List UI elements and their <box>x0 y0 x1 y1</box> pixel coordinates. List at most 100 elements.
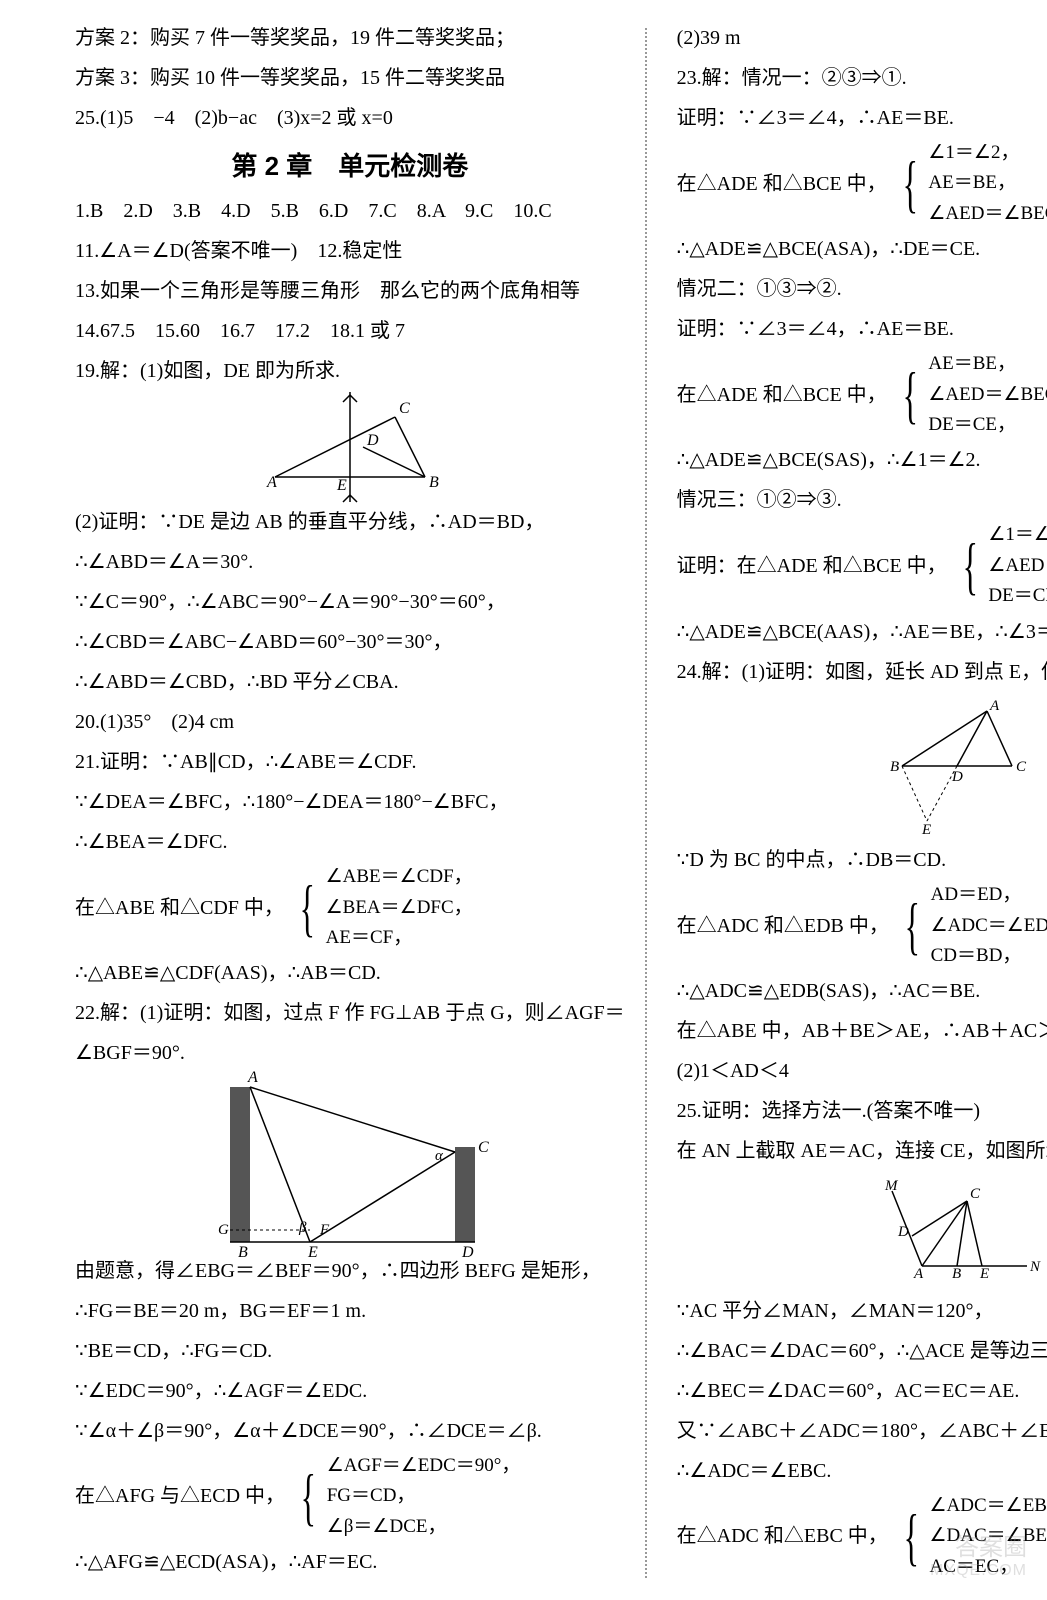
text-line: ∵∠α＋∠β＝90°，∠α＋∠DCE＝90°，∴∠DCE＝∠β. <box>75 1411 625 1451</box>
brace-block-23c: 证明：在△ADE 和△BCE 中， { ∠1＝∠2， ∠AED＝∠BEC， DE… <box>677 520 1047 611</box>
text-line: 14.67.5 15.60 16.7 17.2 18.1 或 7 <box>75 311 625 351</box>
text-line: 证明：∵∠3＝∠4，∴AE＝BE. <box>677 309 1047 349</box>
text-line: ∴∠BEC＝∠DAC＝60°，AC＝EC＝AE. <box>677 1371 1047 1411</box>
brace-prefix: 在△ADE 和△BCE 中， <box>677 164 887 204</box>
mc-answers: 1.B 2.D 3.B 4.D 5.B 6.D 7.C 8.A 9.C 10.C <box>75 191 625 231</box>
svg-text:α: α <box>435 1148 444 1164</box>
text-line: 25.(1)5 −4 (2)b−ac (3)x=2 或 x=0 <box>75 98 625 138</box>
svg-text:N: N <box>1029 1259 1041 1275</box>
text-line: ∴∠ADC＝∠EBC. <box>677 1451 1047 1491</box>
text-line: (2)1＜AD＜4 <box>677 1051 1047 1091</box>
brace-prefix: 在△ADC 和△EBC 中， <box>677 1516 888 1556</box>
brace-item: ∠β＝∠DCE， <box>327 1512 521 1542</box>
brace-prefix: 在△ADE 和△BCE 中， <box>677 375 887 415</box>
text-line: ∴∠ABD＝∠A＝30°. <box>75 542 625 582</box>
diagram-24: A B C D E <box>677 698 1047 835</box>
brace-item: ∠DAC＝∠BEC， <box>930 1521 1047 1551</box>
brace-item: AE＝BE， <box>928 349 1047 379</box>
brace-prefix: 证明：在△ADE 和△BCE 中， <box>677 546 947 586</box>
brace-item: DE＝CE， <box>988 581 1047 611</box>
left-brace-icon: { <box>902 155 917 213</box>
left-brace-icon: { <box>300 879 315 937</box>
svg-text:A: A <box>247 1069 258 1086</box>
svg-text:G: G <box>218 1222 229 1238</box>
text-line: 21.证明：∵AB∥CD，∴∠ABE＝∠CDF. <box>75 742 625 782</box>
text-line: ∴△AFG≌△ECD(ASA)，∴AF＝EC. <box>75 1542 625 1582</box>
brace-prefix: 在△AFG 与△ECD 中， <box>75 1476 285 1516</box>
brace-item: ∠ABE＝∠CDF， <box>326 862 473 892</box>
svg-text:E: E <box>921 822 931 836</box>
page-container: 方案 2：购买 7 件一等奖奖品，19 件二等奖奖品； 方案 3：购买 10 件… <box>75 18 987 1582</box>
brace-item: ∠1＝∠2， <box>988 520 1047 550</box>
text-line: 情况三：①②⇒③. <box>677 480 1047 520</box>
text-line: ∵BE＝CD，∴FG＝CD. <box>75 1331 625 1371</box>
text-line: 证明：∵∠3＝∠4，∴AE＝BE. <box>677 98 1047 138</box>
brace-item: AE＝BE， <box>928 168 1047 198</box>
svg-text:β: β <box>298 1220 307 1236</box>
left-brace-icon: { <box>903 1508 918 1566</box>
text-line: ∴∠BAC＝∠DAC＝60°，∴△ACE 是等边三角形， <box>677 1331 1047 1371</box>
svg-text:A: A <box>989 698 1000 714</box>
right-column: (2)39 m 23.解：情况一：②③⇒①. 证明：∵∠3＝∠4，∴AE＝BE.… <box>647 18 1047 1582</box>
svg-text:B: B <box>429 474 439 491</box>
text-line: 24.解：(1)证明：如图，延长 AD 到点 E，使 DE＝AD，连接 BE. <box>677 652 1047 692</box>
text-line: ∴△ADC≌△EDB(SAS)，∴AC＝BE. <box>677 971 1047 1011</box>
text-line: ∴∠CBD＝∠ABC−∠ABD＝60°−30°＝30°， <box>75 622 625 662</box>
text-line: ∵∠DEA＝∠BFC，∴180°−∠DEA＝180°−∠BFC， <box>75 782 625 822</box>
brace-block-21: 在△ABE 和△CDF 中， { ∠ABE＝∠CDF， ∠BEA＝∠DFC， A… <box>75 862 625 953</box>
brace-item: ∠1＝∠2， <box>928 138 1047 168</box>
text-line: ∴FG＝BE＝20 m，BG＝EF＝1 m. <box>75 1291 625 1331</box>
text-line: ∵D 为 BC 的中点，∴DB＝CD. <box>677 840 1047 880</box>
svg-text:C: C <box>1016 759 1027 775</box>
svg-text:B: B <box>952 1266 961 1282</box>
brace-prefix: 在△ADC 和△EDB 中， <box>677 906 889 946</box>
text-line: 25.证明：选择方法一.(答案不唯一) <box>677 1091 1047 1131</box>
brace-item: DE＝CE， <box>928 410 1047 440</box>
svg-text:C: C <box>970 1186 981 1202</box>
text-line: ∵∠EDC＝90°，∴∠AGF＝∠EDC. <box>75 1371 625 1411</box>
brace-item: FG＝CD， <box>327 1481 521 1511</box>
text-line: ∴∠BEA＝∠DFC. <box>75 822 625 862</box>
left-brace-icon: { <box>905 897 920 955</box>
text-line: 19.解：(1)如图，DE 即为所求. <box>75 351 625 391</box>
brace-block-25: 在△ADC 和△EBC 中， { ∠ADC＝∠EBC， ∠DAC＝∠BEC， A… <box>677 1491 1047 1582</box>
brace-block-23b: 在△ADE 和△BCE 中， { AE＝BE， ∠AED＝∠BEC， DE＝CE… <box>677 349 1047 440</box>
diagram-25: M N A B E C D <box>677 1177 1047 1284</box>
text-line: 11.∠A＝∠D(答案不唯一) 12.稳定性 <box>75 231 625 271</box>
brace-item: AC＝EC， <box>930 1552 1047 1582</box>
svg-text:B: B <box>890 759 899 775</box>
text-line: 在△ABE 中，AB＋BE＞AE，∴AB＋AC＞2AD. <box>677 1011 1047 1051</box>
chapter-title: 第 2 章 单元检测卷 <box>75 146 625 183</box>
text-line: ∵AC 平分∠MAN，∠MAN＝120°， <box>677 1291 1047 1331</box>
svg-text:C: C <box>399 400 410 417</box>
brace-item: ∠BEA＝∠DFC， <box>326 893 473 923</box>
svg-text:A: A <box>913 1266 924 1282</box>
brace-block-23a: 在△ADE 和△BCE 中， { ∠1＝∠2， AE＝BE， ∠AED＝∠BEC… <box>677 138 1047 229</box>
text-line: 23.解：情况一：②③⇒①. <box>677 58 1047 98</box>
brace-block-24: 在△ADC 和△EDB 中， { AD＝ED， ∠ADC＝∠EDB， CD＝BD… <box>677 880 1047 971</box>
text-line: ∴△ADE≌△BCE(SAS)，∴∠1＝∠2. <box>677 440 1047 480</box>
text-line: 又∵∠ABC＋∠ADC＝180°，∠ABC＋∠EBC＝180°， <box>677 1411 1047 1451</box>
text-line: (2)39 m <box>677 18 1047 58</box>
svg-text:D: D <box>366 432 379 449</box>
brace-item: CD＝BD， <box>931 941 1047 971</box>
brace-prefix: 在△ABE 和△CDF 中， <box>75 888 284 928</box>
text-line: 20.(1)35° (2)4 cm <box>75 702 625 742</box>
svg-text:C: C <box>478 1139 489 1156</box>
svg-text:D: D <box>897 1224 909 1240</box>
text-line: 方案 2：购买 7 件一等奖奖品，19 件二等奖奖品； <box>75 18 625 58</box>
left-brace-icon: { <box>902 366 917 424</box>
text-line: ∴∠ABD＝∠CBD，∴BD 平分∠CBA. <box>75 662 625 702</box>
svg-text:M: M <box>884 1178 899 1194</box>
diagram-22: A B D E F G C α β <box>75 1079 625 1244</box>
left-brace-icon: { <box>962 537 977 595</box>
text-line: 由题意，得∠EBG＝∠BEF＝90°，∴四边形 BEFG 是矩形， <box>75 1251 625 1291</box>
text-line: 情况二：①③⇒②. <box>677 269 1047 309</box>
left-column: 方案 2：购买 7 件一等奖奖品，19 件二等奖奖品； 方案 3：购买 10 件… <box>75 18 645 1582</box>
text-line: 方案 3：购买 10 件一等奖奖品，15 件二等奖奖品 <box>75 58 625 98</box>
text-line: ∴△ABE≌△CDF(AAS)，∴AB＝CD. <box>75 953 625 993</box>
text-line: 22.解：(1)证明：如图，过点 F 作 FG⊥AB 于点 G，则∠AGF＝ <box>75 993 625 1033</box>
svg-text:A: A <box>266 474 277 491</box>
text-line: ∴△ADE≌△BCE(AAS)，∴AE＝BE，∴∠3＝∠4. <box>677 612 1047 652</box>
text-line: (2)证明：∵DE 是边 AB 的垂直平分线，∴AD＝BD， <box>75 502 625 542</box>
